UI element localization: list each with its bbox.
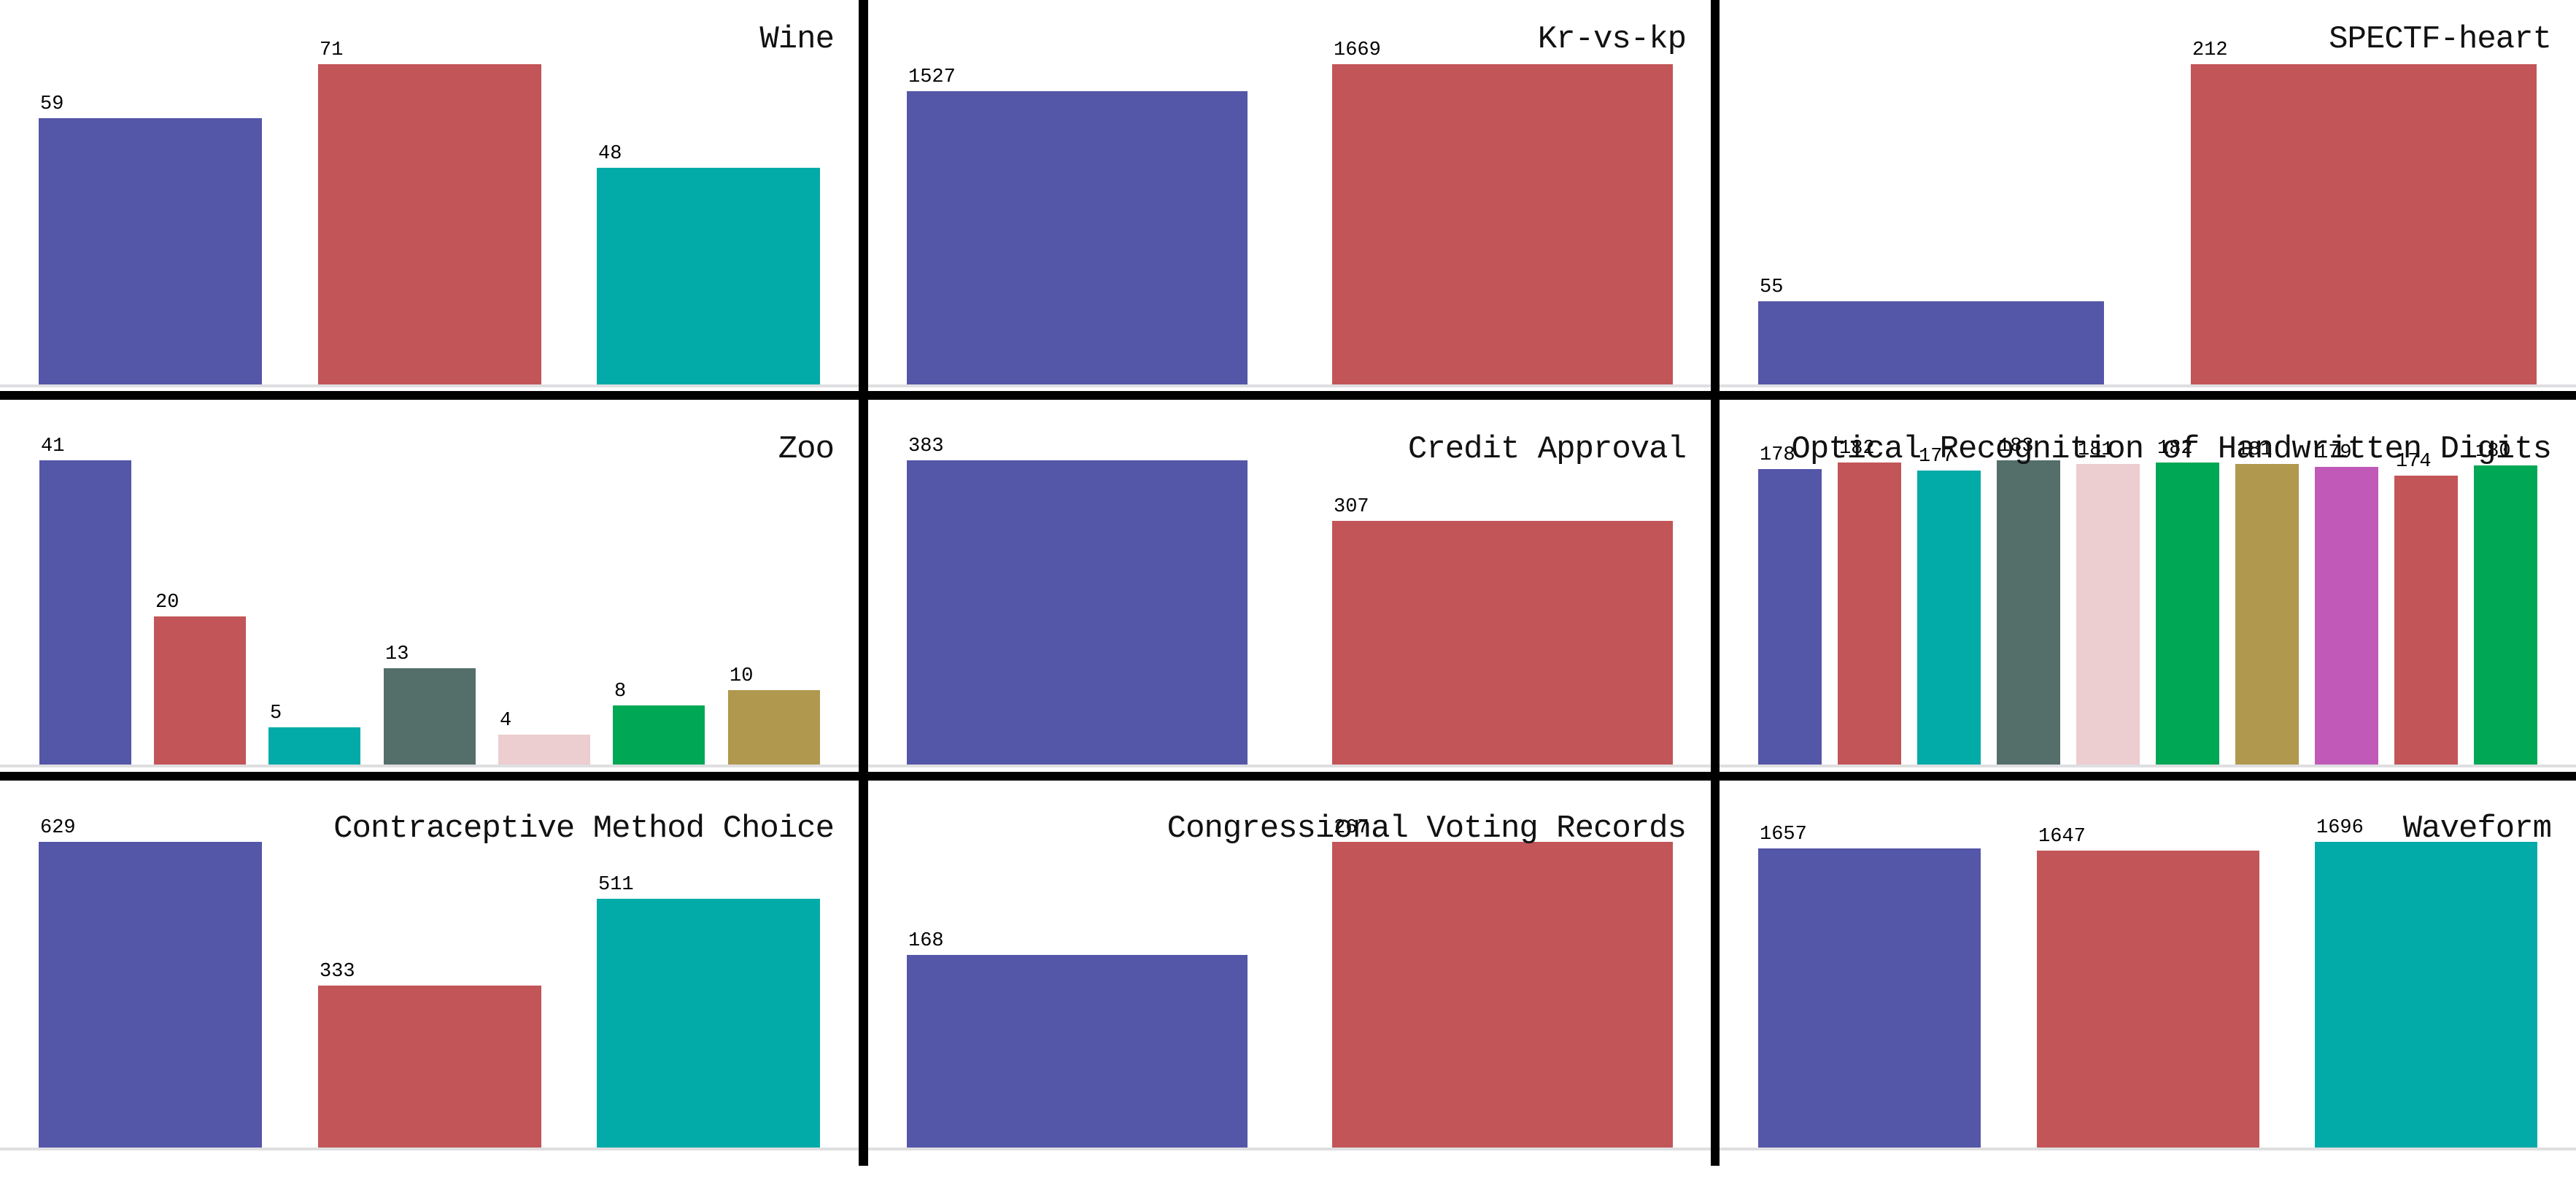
chart-title: SPECTF-heart (2329, 21, 2552, 58)
bar-value-label: 267 (1334, 817, 1369, 839)
bar (2156, 463, 2219, 765)
bar (384, 668, 476, 765)
bar (39, 460, 131, 765)
bar-value-label: 13 (385, 643, 409, 665)
x-axis-line (0, 765, 859, 767)
bar (39, 118, 262, 384)
bar-value-label: 48 (598, 143, 622, 165)
bar (2474, 465, 2537, 765)
chart-title: Wine (759, 21, 835, 58)
bar (318, 64, 541, 384)
bar-value-label: 174 (2396, 451, 2432, 473)
x-axis-line (1720, 384, 2576, 387)
bar-value-label: 183 (1998, 436, 2034, 457)
x-axis-line (1720, 765, 2576, 767)
x-axis-line (868, 1148, 1711, 1150)
bar-value-label: 55 (1760, 276, 1784, 298)
bar-value-label: 179 (2316, 442, 2352, 464)
grid-divider-horizontal (0, 391, 2576, 400)
bar (597, 899, 820, 1148)
bar (2076, 464, 2140, 765)
bar-value-label: 181 (2237, 439, 2273, 461)
bar (1758, 301, 2104, 384)
bar-value-label: 41 (41, 436, 65, 457)
bar (318, 986, 541, 1148)
bar (39, 842, 262, 1148)
bar (1997, 460, 2060, 765)
bar (1838, 463, 1901, 765)
bar-value-label: 1647 (2038, 826, 2086, 848)
chart-title: Congressional Voting Records (1167, 810, 1687, 847)
bar (2394, 476, 2458, 765)
bar-value-label: 1669 (1334, 39, 1381, 61)
bar (2315, 467, 2378, 765)
grid-divider-vertical (1711, 0, 1720, 1166)
bar (1758, 848, 1981, 1148)
bar (2315, 842, 2537, 1148)
bar-value-label: 178 (1760, 444, 1795, 466)
bar (597, 168, 820, 384)
bar-value-label: 182 (1839, 438, 1875, 460)
bar (1332, 64, 1673, 384)
bar-value-label: 511 (598, 874, 634, 896)
grid-divider-vertical (859, 0, 868, 1166)
bar-value-label: 212 (2192, 39, 2228, 61)
bar (268, 727, 360, 765)
bar (907, 955, 1248, 1148)
bar-value-label: 71 (320, 39, 344, 61)
bar-value-label: 4 (500, 710, 512, 732)
chart-title: Optical Recognition of Handwritten Digit… (1791, 431, 2552, 468)
bar (154, 616, 246, 765)
bar-value-label: 59 (40, 93, 64, 115)
bar-value-label: 181 (2078, 439, 2113, 461)
bar (728, 690, 820, 765)
bar (1332, 842, 1673, 1148)
bar-value-label: 1696 (2316, 817, 2364, 839)
x-axis-line (0, 384, 859, 387)
bar (907, 91, 1248, 384)
x-axis-line (1720, 1148, 2576, 1150)
bar (907, 460, 1248, 765)
bar-value-label: 168 (908, 930, 944, 952)
bar-value-label: 629 (40, 817, 76, 839)
bar-value-label: 383 (908, 436, 944, 457)
bar (2037, 851, 2259, 1148)
grid-divider-horizontal (0, 772, 2576, 781)
chart-title: Credit Approval (1407, 431, 1687, 468)
chart-title: Zoo (778, 431, 835, 468)
x-axis-line (0, 1148, 859, 1150)
x-axis-line (868, 765, 1711, 767)
bar-value-label: 177 (1919, 446, 1954, 468)
bar-value-label: 182 (2157, 438, 2193, 460)
bar-value-label: 1657 (1760, 824, 1807, 846)
chart-title: Contraceptive Method Choice (333, 810, 835, 847)
chart-title: Kr-vs-kp (1537, 21, 1687, 58)
bar-value-label: 333 (320, 961, 355, 983)
x-axis-line (868, 384, 1711, 387)
bar (1917, 471, 1981, 765)
bar (1758, 469, 1822, 765)
bar (2235, 464, 2299, 765)
bar-value-label: 307 (1334, 496, 1369, 518)
bar (498, 735, 590, 765)
bar-value-label: 8 (614, 681, 627, 703)
bar (613, 705, 705, 765)
bar-value-label: 10 (730, 665, 754, 687)
bar-value-label: 5 (270, 703, 282, 724)
bar (2191, 64, 2537, 384)
bar-value-label: 180 (2475, 441, 2511, 463)
bar (1332, 521, 1673, 765)
bar-value-label: 1527 (908, 66, 956, 88)
chart-title: Waveform (2402, 810, 2552, 847)
bar-value-label: 20 (155, 592, 179, 614)
